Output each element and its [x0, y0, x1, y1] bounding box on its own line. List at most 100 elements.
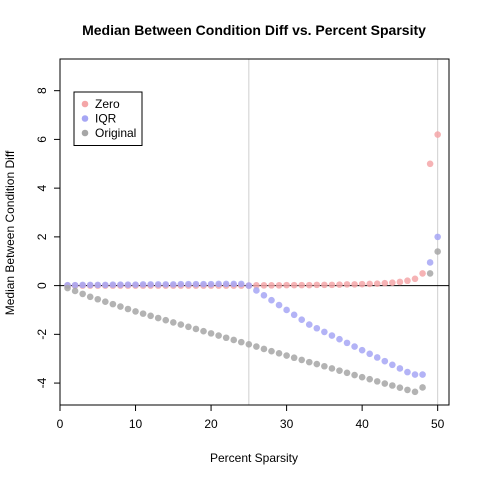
data-point	[71, 281, 79, 289]
data-point	[313, 360, 321, 368]
data-point	[351, 281, 358, 288]
legend-marker	[81, 100, 89, 108]
data-point	[305, 321, 313, 328]
data-point	[290, 281, 298, 289]
data-point	[237, 338, 245, 346]
data-point	[358, 346, 366, 354]
data-point	[94, 295, 102, 303]
data-point	[336, 335, 343, 343]
data-point	[200, 280, 207, 288]
data-point	[343, 339, 351, 347]
data-point	[343, 369, 351, 377]
data-point	[185, 280, 192, 288]
data-point	[313, 281, 321, 289]
legend-entry-zero: Zero	[95, 97, 120, 111]
data-point	[328, 332, 336, 339]
x-axis: 0 10 20 30 40 50	[57, 404, 445, 431]
data-point	[237, 280, 245, 288]
data-point	[86, 293, 94, 301]
data-point	[305, 281, 313, 289]
data-point	[275, 301, 283, 309]
data-point	[434, 248, 441, 255]
data-point	[313, 324, 321, 332]
data-point	[215, 280, 222, 288]
data-point	[366, 350, 373, 358]
data-point	[336, 367, 343, 374]
legend-entry-iqr: IQR	[95, 112, 117, 126]
data-point	[192, 280, 200, 288]
data-point	[253, 282, 260, 289]
data-point	[245, 341, 253, 348]
data-point	[366, 280, 373, 288]
data-point	[321, 281, 328, 289]
data-point	[351, 371, 358, 379]
data-point	[64, 284, 71, 292]
data-point	[71, 287, 79, 295]
data-points	[64, 131, 441, 396]
data-point	[321, 362, 328, 370]
series-iqr	[64, 233, 441, 378]
data-point	[139, 281, 147, 288]
data-point	[381, 357, 389, 365]
data-point	[283, 306, 290, 314]
x-tick-label: 0	[57, 417, 64, 431]
data-point	[290, 354, 298, 362]
data-point	[381, 279, 389, 287]
data-point	[102, 281, 109, 289]
data-point	[268, 282, 275, 289]
x-tick-label: 30	[280, 417, 294, 431]
data-point	[275, 282, 283, 289]
data-point	[321, 328, 328, 336]
y-tick-label: 6	[35, 136, 49, 143]
data-point	[260, 282, 268, 289]
data-point	[419, 270, 426, 277]
data-point	[290, 311, 298, 319]
x-tick-label: 40	[355, 417, 369, 431]
data-point	[177, 280, 185, 288]
data-point	[147, 312, 154, 320]
data-point	[94, 281, 102, 289]
data-point	[124, 305, 132, 313]
data-point	[124, 281, 132, 288]
data-point	[404, 368, 411, 376]
data-point	[79, 290, 86, 298]
data-point	[351, 343, 358, 350]
data-point	[253, 343, 260, 350]
data-point	[230, 280, 238, 288]
data-point	[411, 388, 419, 396]
data-point	[260, 345, 268, 353]
legend-marker	[81, 115, 89, 122]
legend-entry-original: Original	[95, 126, 136, 140]
data-point	[328, 365, 336, 372]
data-point	[283, 281, 290, 289]
data-point	[358, 373, 366, 381]
y-tick-label: 0	[35, 282, 49, 289]
data-point	[298, 316, 306, 324]
series-zero	[64, 131, 441, 289]
y-axis: -4 -2 0 2 4 6 8	[35, 87, 61, 388]
data-point	[215, 332, 222, 339]
data-point	[389, 382, 396, 389]
data-point	[185, 323, 192, 331]
data-point	[86, 281, 94, 289]
x-axis-label: Percent Sparsity	[210, 451, 298, 465]
data-point	[200, 327, 207, 335]
data-point	[109, 300, 117, 308]
data-point	[366, 375, 373, 383]
data-point	[434, 233, 441, 241]
data-point	[132, 308, 139, 315]
data-point	[396, 384, 404, 392]
data-point	[79, 281, 86, 289]
y-tick-label: 2	[35, 233, 49, 240]
data-point	[245, 282, 253, 289]
data-point	[328, 281, 336, 289]
data-point	[381, 380, 389, 387]
data-point	[298, 281, 306, 289]
data-point	[426, 270, 434, 277]
data-point	[170, 319, 177, 326]
data-point	[434, 131, 441, 138]
data-point	[404, 277, 411, 285]
x-tick-label: 10	[129, 417, 143, 431]
data-point	[426, 259, 434, 266]
data-point	[389, 279, 396, 286]
